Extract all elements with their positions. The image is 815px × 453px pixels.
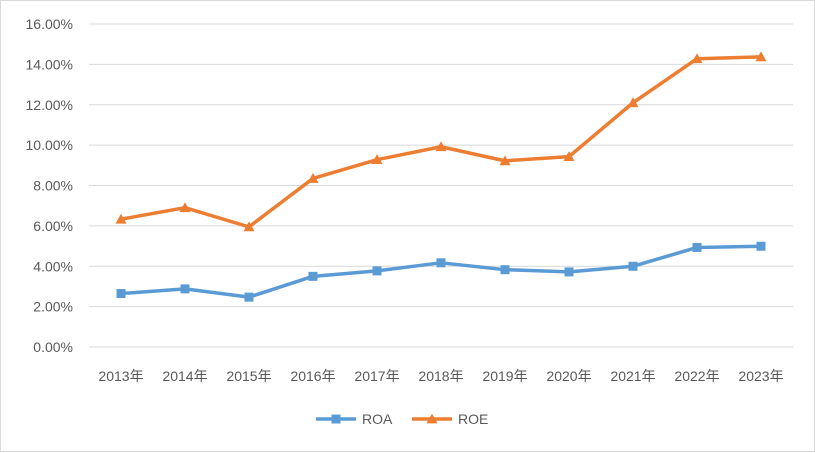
x-tick-label: 2019年 [482, 368, 527, 384]
roe-point [307, 172, 319, 183]
roa-point [564, 267, 574, 277]
roa-point [692, 242, 702, 252]
legend: ROA ROE [316, 411, 488, 427]
legend-swatch-marker [426, 413, 438, 424]
roa-point [500, 265, 510, 275]
roa-point [180, 284, 190, 294]
x-tick-label: 2021年 [610, 368, 655, 384]
x-tick-label: 2014年 [162, 368, 207, 384]
legend-label: ROA [362, 411, 393, 427]
y-tick-label: 4.00% [33, 258, 73, 274]
roe-point [371, 154, 383, 165]
x-tick-label: 2023年 [738, 368, 783, 384]
roa-point [628, 261, 638, 271]
roa-point [372, 266, 382, 276]
y-tick-label: 6.00% [33, 218, 73, 234]
roa-line [119, 244, 763, 299]
series-group [115, 51, 767, 302]
roa-point [244, 292, 254, 302]
x-tick-label: 2013年 [98, 368, 143, 384]
legend-item-roe: ROE [412, 411, 488, 427]
y-tick-label: 12.00% [26, 97, 73, 113]
y-axis-tick-labels: 0.00% 2.00% 4.00% 6.00% 8.00% 10.00% 12.00% 14.… [26, 16, 73, 355]
roa-point [116, 289, 126, 299]
series-roe [115, 51, 767, 232]
roe-point [115, 213, 127, 224]
legend-swatch-marker [331, 414, 341, 424]
legend-item-roa: ROA [316, 411, 393, 427]
roe-point [627, 97, 639, 108]
roe-point [499, 155, 511, 166]
y-tick-label: 16.00% [26, 16, 73, 32]
roe-point [435, 141, 447, 152]
x-tick-label: 2018年 [418, 368, 463, 384]
roa-point [436, 258, 446, 268]
roa-point [308, 271, 318, 281]
roe-point [563, 151, 575, 162]
y-tick-label: 2.00% [33, 299, 73, 315]
roe-point [179, 202, 191, 213]
roe-point [691, 53, 703, 64]
legend-label: ROE [458, 411, 488, 427]
y-tick-label: 14.00% [26, 56, 73, 72]
roe-point [243, 221, 255, 232]
y-tick-label: 0.00% [33, 339, 73, 355]
x-tick-label: 2017年 [354, 368, 399, 384]
x-tick-label: 2015年 [226, 368, 271, 384]
series-roa [116, 241, 766, 302]
x-axis-tick-labels: 2013年 2014年 2015年 2016年 2017年 2018年 2019年 2020年… [98, 368, 783, 384]
roa-point [756, 241, 766, 251]
x-tick-label: 2020年 [546, 368, 591, 384]
x-tick-label: 2016年 [290, 368, 335, 384]
x-tick-label: 2022年 [674, 368, 719, 384]
roe-point [755, 51, 767, 62]
y-tick-label: 10.00% [26, 137, 73, 153]
y-tick-label: 8.00% [33, 178, 73, 194]
